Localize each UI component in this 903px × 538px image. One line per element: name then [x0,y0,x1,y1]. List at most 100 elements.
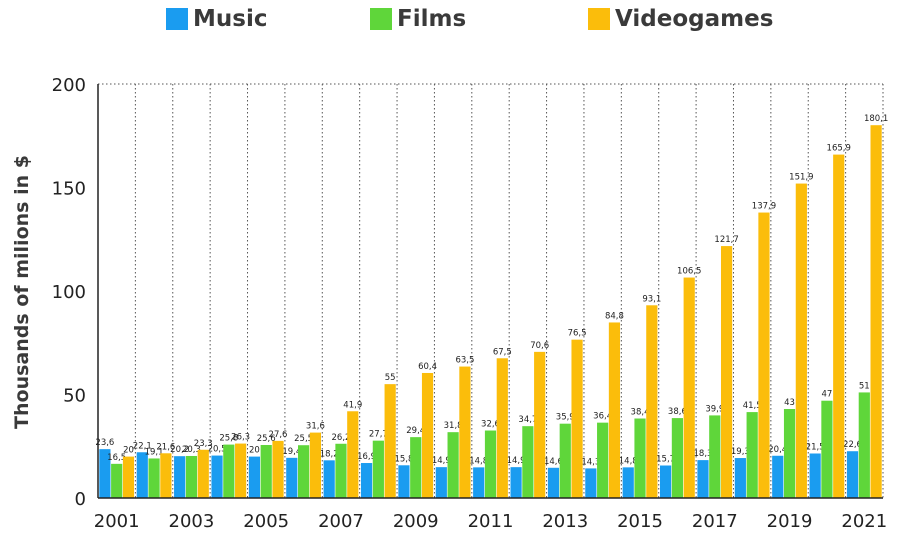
y-tick-label: 50 [63,386,86,407]
bar-music-2005 [248,456,261,498]
data-label: 35,9 [556,413,575,423]
bar-films-2018 [746,412,758,498]
x-tick-label: 2017 [692,511,738,532]
data-label: 26,3 [231,433,250,443]
bar-music-2017 [697,460,709,498]
y-tick-label: 100 [52,282,86,303]
data-label: 25,5 [294,434,313,444]
bar-films-2019 [783,408,796,498]
data-label: 14,3 [581,457,600,467]
bar-films-2005 [260,445,272,498]
data-label: 38,6 [668,407,687,417]
data-label: 165,9 [827,144,851,154]
data-label: 180,1 [864,114,888,124]
data-label: 20,4 [768,445,787,455]
x-tick-label: 2021 [841,511,887,532]
bar-videogames-2020 [833,154,845,498]
bar-films-2012 [522,426,534,498]
bar-videogames-2005 [272,440,284,498]
legend: Music Films Videogames [0,6,903,36]
data-label: 47 [822,390,833,400]
legend-swatch-music [166,8,188,30]
data-label: 19,1 [145,447,164,457]
bar-films-2017 [709,415,721,498]
bar-music-2010 [435,467,447,498]
data-label: 23,6 [95,438,114,448]
data-label: 20,5 [208,445,227,455]
data-label: 20 [249,446,260,456]
bar-films-2004 [223,444,235,498]
data-label: 36,4 [593,412,612,422]
bar-films-2007 [335,443,347,498]
data-label: 20,3 [182,445,201,455]
legend-label-films: Films [397,6,467,32]
data-label: 15,8 [394,454,413,464]
bar-films-2016 [671,418,684,498]
legend-swatch-videogames [588,8,610,30]
bar-videogames-2010 [459,366,471,498]
y-tick-label: 200 [52,75,86,96]
bar-music-2012 [510,467,522,498]
bar-videogames-2019 [795,183,807,498]
data-label: 25,8 [219,434,238,444]
bar-videogames-2008 [384,384,396,498]
x-tick-label: 2007 [318,511,364,532]
bar-videogames-2001 [122,456,135,498]
y-tick-label: 150 [52,179,86,200]
bar-videogames-2002 [160,453,172,498]
data-label: 31,8 [444,421,463,431]
x-tick-label: 2019 [767,511,813,532]
data-label: 32,6 [481,420,500,430]
data-label: 84,8 [605,311,624,321]
bar-music-2020 [809,453,821,498]
legend-item-films: Films [370,6,466,32]
y-tick-label: 0 [75,489,86,510]
bar-music-2009 [398,465,410,498]
bar-videogames-2021 [870,125,882,499]
data-label: 70,6 [530,341,549,351]
bar-music-2016 [660,465,672,498]
data-label: 121,7 [714,235,738,245]
bar-films-2008 [372,440,384,498]
data-label: 18,3 [694,449,713,459]
bar-films-2014 [597,422,609,498]
data-label: 106,5 [677,267,701,277]
data-label: 67,5 [493,347,512,357]
data-label: 38,4 [631,408,650,418]
data-label: 21,5 [806,442,825,452]
bar-videogames-2011 [496,358,508,498]
legend-label-videogames: Videogames [615,6,774,32]
bar-films-2010 [447,432,459,498]
x-tick-label: 2001 [94,511,140,532]
data-label: 39,9 [705,404,724,414]
x-tick-label: 2015 [617,511,663,532]
bar-music-2013 [547,467,560,498]
bar-music-2008 [360,463,373,498]
data-label: 27,7 [369,430,388,440]
x-tick-label: 2009 [393,511,439,532]
bar-music-2018 [734,458,746,498]
data-label: 51 [859,381,870,391]
legend-item-videogames: Videogames [588,6,773,32]
bar-videogames-2017 [720,246,733,498]
data-label: 34,7 [518,415,537,425]
bar-films-2001 [111,463,123,498]
data-label: 22,6 [843,440,862,450]
bar-videogames-2003 [197,449,209,498]
x-tick-label: 2003 [169,511,215,532]
data-label: 60,4 [418,362,437,372]
data-label: 41,5 [743,401,762,411]
data-label: 16,5 [107,453,126,463]
bar-films-2002 [148,458,160,498]
data-label: 14,9 [507,456,526,466]
data-label: 14,8 [619,456,638,466]
data-label: 20 [123,446,134,456]
bar-music-2014 [585,468,597,498]
data-label: 23,3 [194,439,213,449]
data-label: 27,6 [269,430,288,440]
data-label: 93,1 [642,294,661,304]
x-tick-label: 2005 [243,511,289,532]
bar-films-2013 [559,423,571,498]
bar-films-2020 [821,400,833,498]
